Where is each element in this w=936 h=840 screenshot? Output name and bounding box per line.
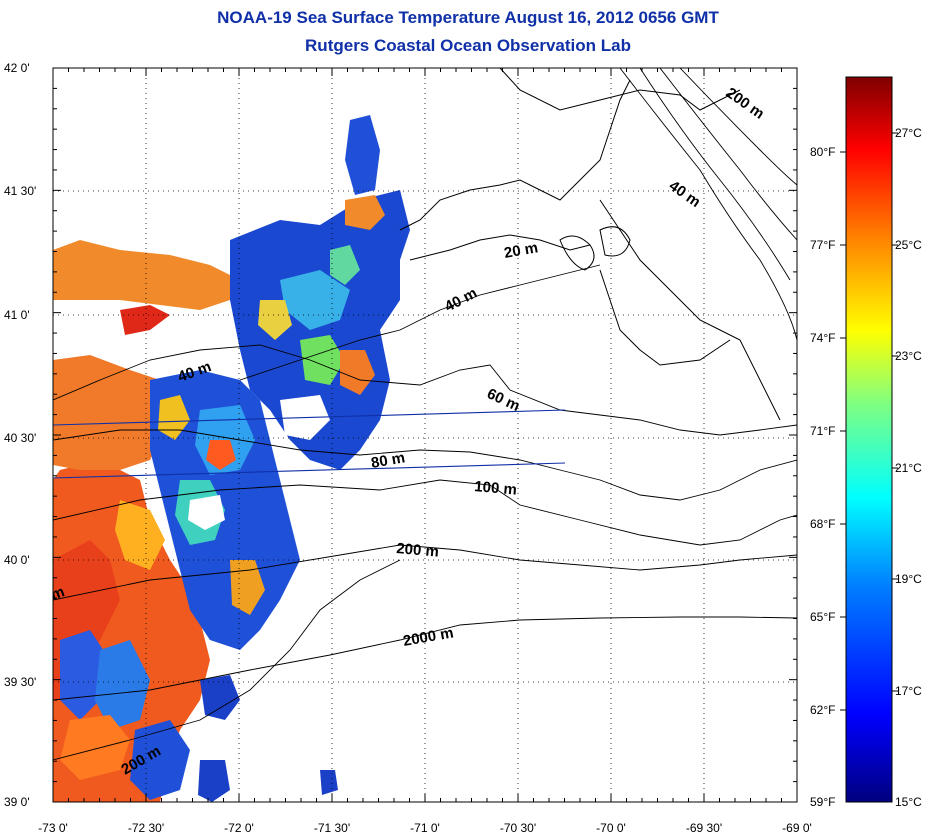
fahrenheit-label: 65°F bbox=[810, 610, 835, 624]
celsius-label: 25°C bbox=[895, 238, 922, 252]
depth-label-100m: 100 m bbox=[474, 478, 518, 499]
lat-label: 39 30' bbox=[4, 675, 36, 689]
lon-label: -70 0' bbox=[596, 821, 626, 835]
lon-label: -72 0' bbox=[224, 821, 254, 835]
lon-label: -73 0' bbox=[38, 821, 68, 835]
celsius-label: 19°C bbox=[895, 572, 922, 586]
depth-label-20m: 20 m bbox=[503, 239, 540, 262]
fahrenheit-label: 68°F bbox=[810, 517, 835, 531]
celsius-label: 17°C bbox=[895, 684, 922, 698]
map-subtitle: Rutgers Coastal Ocean Observation Lab bbox=[305, 36, 631, 55]
graticule bbox=[53, 68, 797, 802]
celsius-label: 23°C bbox=[895, 349, 922, 363]
axis-ticks bbox=[52, 67, 798, 803]
depth-label-200m-a: 200 m bbox=[396, 540, 440, 561]
lat-label: 42 0' bbox=[4, 61, 30, 75]
longitude-axis: -73 0' -72 30' -72 0' -71 30' -71 0' -70… bbox=[38, 821, 812, 835]
lon-label: -70 30' bbox=[500, 821, 536, 835]
colorbar-gradient bbox=[845, 76, 893, 803]
fahrenheit-label: 80°F bbox=[810, 145, 835, 159]
fahrenheit-label: 74°F bbox=[810, 331, 835, 345]
lat-label: 40 30' bbox=[4, 431, 36, 445]
bathymetry-contours bbox=[53, 68, 797, 761]
lon-label: -72 30' bbox=[128, 821, 164, 835]
transect-lines bbox=[53, 409, 566, 479]
fahrenheit-label: 77°F bbox=[810, 238, 835, 252]
lon-label: -69 30' bbox=[686, 821, 722, 835]
lat-label: 41 30' bbox=[4, 184, 36, 198]
lat-label: 41 0' bbox=[4, 308, 30, 322]
lat-label: 40 0' bbox=[4, 553, 30, 567]
fahrenheit-label: 62°F bbox=[810, 703, 835, 717]
celsius-label: 27°C bbox=[895, 126, 922, 140]
colorbar-ticks bbox=[840, 132, 898, 711]
latitude-axis: 42 0' 41 30' 41 0' 40 30' 40 0' 39 30' 3… bbox=[4, 61, 36, 809]
colorbar: 80°F 77°F 74°F 71°F 68°F 65°F 62°F 59°F … bbox=[810, 76, 922, 809]
depth-label-80m: 80 m bbox=[370, 449, 407, 472]
celsius-label: 21°C bbox=[895, 461, 922, 475]
coastline bbox=[399, 68, 781, 421]
lon-label: -71 0' bbox=[410, 821, 440, 835]
fahrenheit-label: 71°F bbox=[810, 424, 835, 438]
lat-label: 39 0' bbox=[4, 795, 30, 809]
lon-label: -69 0' bbox=[782, 821, 812, 835]
sst-raster bbox=[53, 115, 410, 802]
fahrenheit-label: 59°F bbox=[810, 795, 835, 809]
lon-label: -71 30' bbox=[314, 821, 350, 835]
celsius-label: 15°C bbox=[895, 795, 922, 809]
map-title: NOAA-19 Sea Surface Temperature August 1… bbox=[217, 8, 719, 27]
